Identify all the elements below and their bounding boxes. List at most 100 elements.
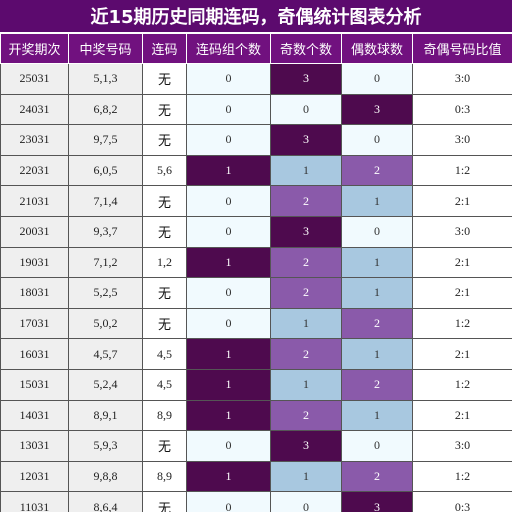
page-title: 近15期历史同期连码，奇偶统计图表分析: [0, 0, 512, 33]
cell-lian: 5,6: [142, 154, 187, 187]
table-row: 24031 6,8,2 无 0 0 3 0:3: [0, 93, 512, 126]
cell-period: 16031: [0, 338, 69, 370]
cell-period: 14031: [0, 399, 69, 432]
cell-lian: 1,2: [142, 246, 187, 279]
cell-even: 3: [341, 491, 413, 512]
table-row: 23031 9,7,5 无 0 3 0 3:0: [0, 124, 512, 156]
cell-ratio: 2:1: [412, 338, 512, 370]
cell-even: 2: [341, 460, 413, 493]
table-row: 19031 7,1,2 1,2 1 2 1 2:1: [0, 246, 512, 279]
cell-period: 15031: [0, 368, 69, 401]
cell-groups: 0: [186, 63, 271, 95]
header-numbers: 中奖号码: [68, 33, 143, 64]
cell-lian: 无: [142, 215, 187, 248]
cell-ratio: 0:3: [412, 491, 512, 512]
cell-odd: 3: [270, 63, 342, 95]
cell-groups: 0: [186, 124, 271, 156]
cell-lian: 无: [142, 63, 187, 95]
cell-period: 20031: [0, 215, 69, 248]
cell-even: 1: [341, 246, 413, 279]
cell-even: 0: [341, 430, 413, 462]
cell-period: 22031: [0, 154, 69, 187]
cell-odd: 2: [270, 246, 342, 279]
cell-groups: 1: [186, 246, 271, 279]
header-lian: 连码: [142, 33, 187, 64]
table-row: 21031 7,1,4 无 0 2 1 2:1: [0, 185, 512, 217]
cell-ratio: 2:1: [412, 399, 512, 432]
cell-groups: 0: [186, 215, 271, 248]
cell-numbers: 5,1,3: [68, 63, 143, 95]
cell-period: 13031: [0, 430, 69, 462]
cell-lian: 无: [142, 491, 187, 512]
cell-even: 0: [341, 124, 413, 156]
cell-groups: 1: [186, 154, 271, 187]
cell-numbers: 7,1,4: [68, 185, 143, 217]
header-period: 开奖期次: [0, 33, 69, 64]
cell-odd: 2: [270, 338, 342, 370]
cell-period: 12031: [0, 460, 69, 493]
cell-groups: 1: [186, 338, 271, 370]
cell-lian: 无: [142, 93, 187, 126]
cell-groups: 0: [186, 93, 271, 126]
cell-ratio: 3:0: [412, 215, 512, 248]
cell-ratio: 1:2: [412, 154, 512, 187]
cell-odd: 1: [270, 368, 342, 401]
cell-ratio: 3:0: [412, 63, 512, 95]
cell-lian: 8,9: [142, 399, 187, 432]
cell-even: 3: [341, 93, 413, 126]
cell-lian: 无: [142, 124, 187, 156]
cell-ratio: 3:0: [412, 124, 512, 156]
cell-numbers: 5,2,5: [68, 277, 143, 309]
cell-numbers: 9,3,7: [68, 215, 143, 248]
cell-even: 0: [341, 215, 413, 248]
cell-ratio: 0:3: [412, 93, 512, 126]
cell-numbers: 5,9,3: [68, 430, 143, 462]
cell-numbers: 5,2,4: [68, 368, 143, 401]
cell-groups: 1: [186, 399, 271, 432]
cell-period: 25031: [0, 63, 69, 95]
cell-even: 1: [341, 338, 413, 370]
cell-even: 1: [341, 277, 413, 309]
cell-ratio: 2:1: [412, 246, 512, 279]
table-row: 12031 9,8,8 8,9 1 1 2 1:2: [0, 460, 512, 493]
header-ratio: 奇偶号码比值: [412, 33, 512, 64]
cell-numbers: 8,6,4: [68, 491, 143, 512]
cell-groups: 1: [186, 368, 271, 401]
table-row: 15031 5,2,4 4,5 1 1 2 1:2: [0, 368, 512, 401]
cell-even: 1: [341, 399, 413, 432]
stats-table: 开奖期次 中奖号码 连码 连码组个数 奇数个数 偶数球数 奇偶号码比值 2503…: [0, 33, 512, 512]
table-row: 14031 8,9,1 8,9 1 2 1 2:1: [0, 399, 512, 432]
cell-ratio: 2:1: [412, 277, 512, 309]
cell-period: 19031: [0, 246, 69, 279]
cell-lian: 无: [142, 185, 187, 217]
cell-lian: 4,5: [142, 338, 187, 370]
cell-ratio: 1:2: [412, 307, 512, 340]
cell-lian: 8,9: [142, 460, 187, 493]
cell-period: 17031: [0, 307, 69, 340]
table-row: 22031 6,0,5 5,6 1 1 2 1:2: [0, 154, 512, 187]
cell-lian: 4,5: [142, 368, 187, 401]
cell-lian: 无: [142, 277, 187, 309]
cell-even: 1: [341, 185, 413, 217]
cell-lian: 无: [142, 430, 187, 462]
cell-period: 21031: [0, 185, 69, 217]
cell-period: 18031: [0, 277, 69, 309]
cell-ratio: 1:2: [412, 368, 512, 401]
cell-odd: 1: [270, 307, 342, 340]
cell-odd: 2: [270, 399, 342, 432]
cell-numbers: 6,0,5: [68, 154, 143, 187]
cell-odd: 2: [270, 185, 342, 217]
cell-odd: 3: [270, 215, 342, 248]
cell-odd: 3: [270, 430, 342, 462]
header-groups: 连码组个数: [186, 33, 271, 64]
table-row: 11031 8,6,4 无 0 0 3 0:3: [0, 491, 512, 512]
cell-groups: 0: [186, 430, 271, 462]
cell-numbers: 4,5,7: [68, 338, 143, 370]
table-row: 25031 5,1,3 无 0 3 0 3:0: [0, 63, 512, 95]
cell-numbers: 7,1,2: [68, 246, 143, 279]
cell-numbers: 6,8,2: [68, 93, 143, 126]
table-row: 16031 4,5,7 4,5 1 2 1 2:1: [0, 338, 512, 370]
cell-numbers: 5,0,2: [68, 307, 143, 340]
cell-groups: 0: [186, 491, 271, 512]
cell-even: 2: [341, 307, 413, 340]
